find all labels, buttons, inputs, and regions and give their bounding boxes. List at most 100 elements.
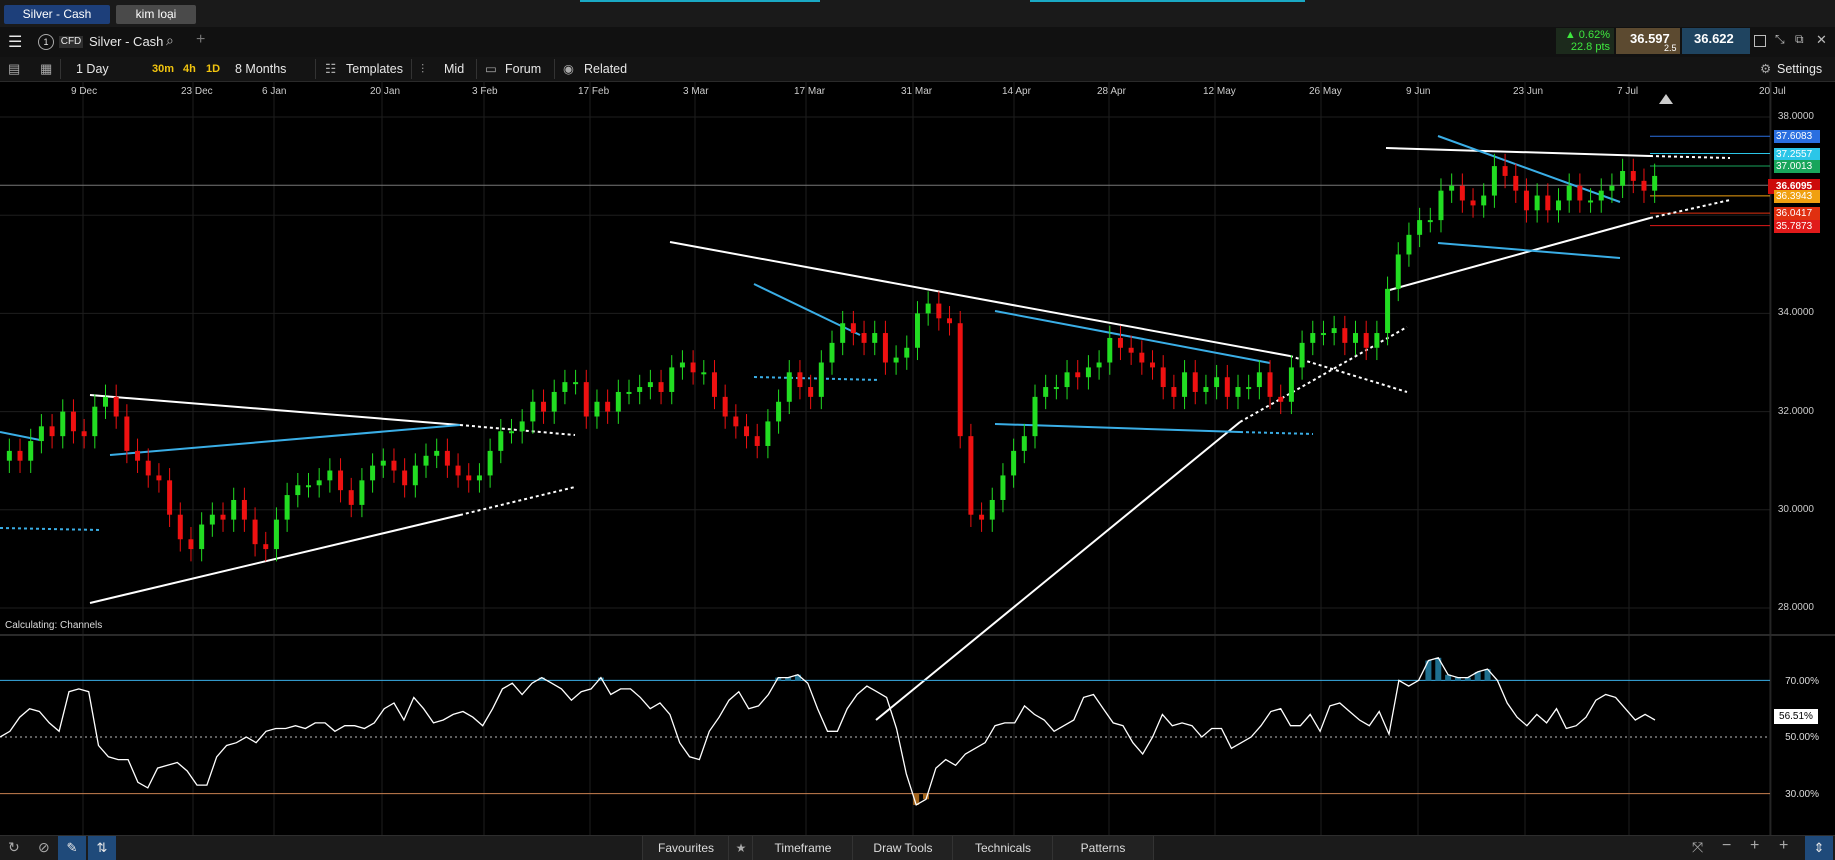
grid-layout-icon[interactable]: ▦ <box>40 61 53 76</box>
layout-icon[interactable]: ▤ <box>8 61 21 76</box>
forum-icon[interactable]: ▭ <box>485 62 497 76</box>
popout-icon[interactable]: ⧉ <box>1795 32 1804 46</box>
channel-line-extension <box>1239 431 1314 435</box>
separator <box>60 59 61 79</box>
bid-box[interactable]: 36.597 2.5 <box>1616 28 1680 54</box>
candle-body <box>968 436 974 515</box>
patterns-button[interactable]: Patterns <box>1052 836 1154 860</box>
rsi-tick-30: 30.00% <box>1785 789 1819 800</box>
settings-button[interactable]: Settings <box>1777 62 1823 76</box>
list-icon[interactable] <box>1754 35 1766 47</box>
candle-body <box>167 480 173 515</box>
interval-30m-button[interactable]: 30m <box>152 63 175 75</box>
trend-line-extension <box>1239 326 1408 423</box>
expand-icon[interactable]: ⤧ <box>1692 839 1704 855</box>
templates-icon[interactable]: ☷ <box>325 62 337 76</box>
candle-body <box>626 391 632 394</box>
price-chart[interactable] <box>0 81 1835 835</box>
separator <box>411 59 412 79</box>
candle-body <box>583 382 589 417</box>
candle-body <box>209 514 215 525</box>
interval-1d-button[interactable]: 1D <box>206 63 221 75</box>
marker-arrow-icon[interactable] <box>1659 94 1673 104</box>
sort-icon[interactable]: ⇅ <box>88 836 116 860</box>
trend-line-extension <box>1649 199 1731 219</box>
candle-body <box>1011 450 1017 476</box>
related-icon[interactable]: ◉ <box>563 62 574 76</box>
candle-body <box>455 465 461 476</box>
candle-body <box>1556 200 1562 211</box>
candle-body <box>1128 347 1134 353</box>
candle-body <box>177 514 183 540</box>
ask-box[interactable]: 36.622 <box>1682 28 1750 54</box>
no-draw-icon[interactable]: ⊘ <box>38 839 50 855</box>
search-icon[interactable]: ⌕ <box>166 32 174 48</box>
candle-body <box>615 391 621 412</box>
candle-body <box>1139 352 1145 363</box>
candle-body <box>1470 200 1476 206</box>
candle-body <box>904 347 910 358</box>
scale-icon[interactable]: ⇕ <box>1805 836 1833 860</box>
tab-silver-cash[interactable]: Silver - Cash <box>4 5 110 24</box>
crosshair-icon[interactable]: + <box>1779 837 1789 854</box>
candle-body <box>1491 166 1497 196</box>
timeframe-button[interactable]: Timeframe <box>752 836 853 860</box>
candle-body <box>925 303 931 314</box>
technicals-button[interactable]: Technicals <box>952 836 1053 860</box>
zoom-in-icon[interactable]: + <box>1750 837 1760 854</box>
zoom-out-icon[interactable]: − <box>1722 837 1732 854</box>
candle-body <box>1566 185 1572 201</box>
candle-body <box>1021 436 1027 451</box>
trend-line <box>89 394 461 426</box>
interval-select[interactable]: 1 Day <box>76 62 109 76</box>
candle-body <box>60 411 66 437</box>
candle-body <box>701 372 707 375</box>
candle-body <box>989 499 995 520</box>
candle-body <box>1588 200 1594 203</box>
candle-body <box>252 519 258 545</box>
candle-body <box>124 416 130 451</box>
rsi-current-value: 56.51% <box>1774 709 1818 724</box>
related-button[interactable]: Related <box>584 62 628 76</box>
index-icon[interactable]: 1 <box>38 34 54 50</box>
y-tick-label: 34.0000 <box>1777 307 1814 319</box>
star-icon[interactable]: ★ <box>728 836 753 860</box>
forum-button[interactable]: Forum <box>505 62 542 76</box>
refresh-icon[interactable]: ↻ <box>8 839 20 855</box>
x-tick-label: 6 Jan <box>262 86 287 97</box>
price-tag: 35.7873 <box>1774 219 1820 233</box>
candle-body <box>637 387 643 392</box>
channel-line <box>994 423 1241 433</box>
range-select[interactable]: 8 Months <box>235 62 287 76</box>
collapse-icon[interactable]: ⤡ <box>1775 32 1785 46</box>
candle-body <box>530 401 536 422</box>
candle-body <box>1171 387 1177 397</box>
separator <box>315 59 316 79</box>
mid-button[interactable]: Mid <box>444 62 465 76</box>
settings-icon[interactable]: ⚙ <box>1760 62 1772 76</box>
ask-price: 36.622 <box>1694 31 1734 46</box>
pencil-icon[interactable]: ✎ <box>58 836 86 860</box>
x-tick-label: 9 Jun <box>1406 86 1431 97</box>
x-tick-label: 17 Mar <box>794 86 826 97</box>
x-tick-label: 31 Mar <box>901 86 933 97</box>
menu-icon[interactable]: ☰ <box>8 34 23 51</box>
templates-button[interactable]: Templates <box>346 62 403 76</box>
channel-line <box>1437 135 1621 203</box>
mid-icon[interactable]: ⫶ <box>421 62 425 76</box>
close-icon[interactable]: ✕ <box>1816 32 1827 47</box>
add-icon[interactable]: + <box>196 31 206 48</box>
candle-body <box>1523 190 1529 211</box>
candle-body <box>6 450 12 461</box>
instrument-name: Silver - Cash <box>89 34 164 49</box>
candle-body <box>102 396 108 407</box>
candle-body <box>38 426 44 442</box>
favourites-button[interactable]: Favourites <box>642 836 729 860</box>
interval-4h-button[interactable]: 4h <box>183 63 196 75</box>
candle-body <box>947 318 953 324</box>
tab-kim-loai[interactable]: kim loại <box>116 5 196 24</box>
draw-tools-button[interactable]: Draw Tools <box>852 836 953 860</box>
candle-body <box>305 485 311 488</box>
candle-body <box>295 485 301 496</box>
candle-body <box>508 431 514 434</box>
